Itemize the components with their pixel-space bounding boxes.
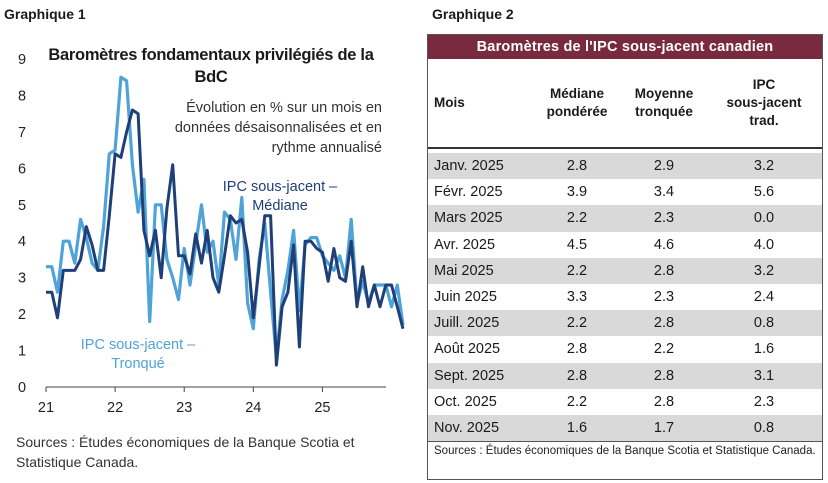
cell-trimmed: 2.3 — [622, 205, 706, 232]
cell-month: Mai 2025 — [428, 257, 532, 284]
col-header-median: Médiane pondérée — [546, 86, 608, 119]
series-line-median — [46, 108, 405, 367]
trimmed-series-label: IPC sous-jacent – Tronqué — [80, 337, 196, 372]
cell-median: 4.5 — [566, 236, 588, 253]
cell-median: 2.2 — [566, 393, 588, 410]
cell-month: Sept. 2025 — [428, 362, 532, 389]
table-row: Avr. 2025 4.5 4.6 4.0 — [428, 232, 822, 258]
y-tick-label: 0 — [18, 380, 26, 396]
table-title: Baromètres de l'IPC sous-jacent canadien — [428, 35, 822, 59]
table-row: Juin 2025 3.3 2.3 2.4 — [428, 284, 822, 310]
col-header-month: Mois — [434, 95, 465, 110]
cell-trad: 5.6 — [753, 184, 775, 201]
chart-source: Sources : Études économiques de la Banqu… — [16, 434, 355, 470]
x-tick-label: 23 — [176, 400, 192, 416]
cell-month: Juin 2025 — [434, 289, 497, 306]
cell-trad: 0.8 — [706, 310, 822, 337]
cell-median: 2.8 — [566, 341, 588, 358]
cell-month: Août 2025 — [434, 341, 501, 358]
cell-trad: 3.2 — [706, 153, 822, 180]
cell-trad: 3.2 — [706, 257, 822, 284]
y-tick-label: 1 — [18, 344, 26, 360]
x-tick-label: 22 — [107, 400, 123, 416]
cell-median: 2.8 — [532, 362, 622, 389]
table-row: Sept. 2025 2.8 2.8 3.1 — [428, 362, 822, 389]
cell-month: Oct. 2025 — [434, 393, 497, 410]
cell-month: Juill. 2025 — [428, 310, 532, 337]
table-row: Oct. 2025 2.2 2.8 2.3 — [428, 389, 822, 415]
series-line-trimmed — [46, 75, 405, 360]
y-tick-label: 9 — [18, 52, 26, 68]
cell-median: 3.9 — [566, 184, 588, 201]
table-source: Sources : Études économiques de la Banqu… — [428, 441, 822, 458]
table-row: Mai 2025 2.2 2.8 3.2 — [428, 257, 822, 284]
x-tick-label: 24 — [245, 400, 261, 416]
y-tick-label: 3 — [18, 271, 26, 287]
table-row: Juill. 2025 2.2 2.8 0.8 — [428, 310, 822, 337]
cell-median: 2.8 — [532, 153, 622, 180]
cell-month: Nov. 2025 — [428, 414, 532, 442]
cell-trimmed: 2.9 — [622, 153, 706, 180]
cell-trad: 3.1 — [706, 362, 822, 389]
cell-trad: 1.6 — [753, 341, 775, 358]
graph1-label: Graphique 1 — [4, 6, 86, 22]
col-header-trad: IPC sous-jacent trad. — [726, 77, 802, 128]
cell-median: 1.6 — [532, 414, 622, 442]
y-tick-label: 4 — [18, 234, 26, 250]
x-tick-label: 21 — [38, 400, 54, 416]
graph2-label: Graphique 2 — [432, 6, 514, 22]
table-row: Nov. 2025 1.6 1.7 0.8 — [428, 414, 822, 442]
x-tick-label: 25 — [314, 400, 330, 416]
table-row: Janv. 2025 2.8 2.9 3.2 — [428, 153, 822, 180]
y-tick-label: 8 — [18, 88, 26, 104]
cell-trimmed: 3.4 — [653, 184, 675, 201]
cell-month: Mars 2025 — [428, 205, 532, 232]
y-tick-label: 6 — [18, 161, 26, 177]
table-row: Août 2025 2.8 2.2 1.6 — [428, 336, 822, 362]
y-tick-label: 5 — [18, 198, 26, 214]
col-header-trimmed: Moyenne tronquée — [634, 86, 694, 119]
cell-median: 3.3 — [566, 289, 588, 306]
cell-trimmed: 4.6 — [653, 236, 675, 253]
y-tick-label: 2 — [18, 307, 26, 323]
chart-subtitle: Évolution en % sur un mois en données dé… — [174, 100, 382, 156]
cell-trimmed: 2.8 — [622, 362, 706, 389]
cell-median: 2.2 — [532, 310, 622, 337]
y-tick-label: 7 — [18, 125, 26, 141]
cell-trimmed: 2.2 — [653, 341, 675, 358]
cell-trimmed: 2.8 — [622, 257, 706, 284]
core-cpi-table: Baromètres de l'IPC sous-jacent canadien… — [427, 34, 823, 480]
cell-trad: 2.3 — [753, 393, 775, 410]
cell-trimmed: 2.3 — [653, 289, 675, 306]
cell-trimmed: 2.8 — [653, 393, 675, 410]
cell-median: 2.2 — [532, 205, 622, 232]
chart-title: Baromètres fondamentaux privilégiés de l… — [48, 46, 374, 86]
cell-median: 2.2 — [532, 257, 622, 284]
table-row: Févr. 2025 3.9 3.4 5.6 — [428, 179, 822, 205]
cell-month: Avr. 2025 — [434, 236, 496, 253]
cell-trimmed: 2.8 — [622, 310, 706, 337]
cell-trad: 0.0 — [706, 205, 822, 232]
cell-trad: 4.0 — [753, 236, 775, 253]
cell-trimmed: 1.7 — [622, 414, 706, 442]
table-row: Mars 2025 2.2 2.3 0.0 — [428, 205, 822, 232]
median-series-label: IPC sous-jacent – Médiane — [222, 179, 338, 214]
cell-month: Févr. 2025 — [434, 184, 503, 201]
cell-month: Janv. 2025 — [428, 153, 532, 180]
cell-trad: 0.8 — [706, 414, 822, 442]
cell-trad: 2.4 — [753, 289, 775, 306]
